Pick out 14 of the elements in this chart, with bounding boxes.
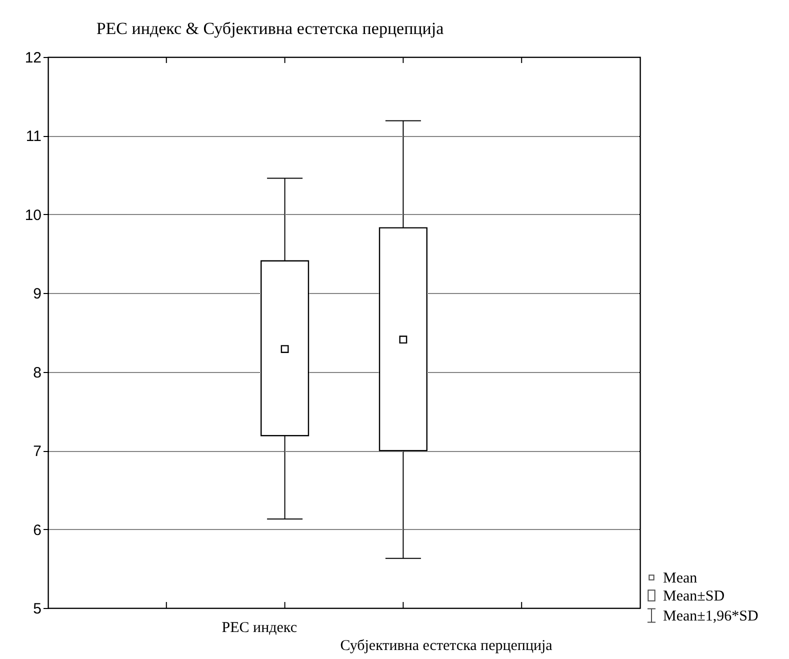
y-tick-label: 9: [33, 286, 42, 303]
y-tick-label: 11: [26, 128, 42, 146]
y-tick-label: 12: [24, 50, 42, 66]
y-tick-label: 6: [33, 522, 42, 539]
text: Mean: [663, 570, 698, 586]
text: Mean±1,96*SD: [663, 608, 758, 624]
y-tick-label: 10: [24, 206, 42, 224]
text: Mean±SD: [663, 588, 725, 604]
chart-title: РЕС индекс & Субјективна естетска перцепција: [96, 19, 444, 38]
y-tick-label: 8: [33, 364, 42, 382]
y-tick-label: 7: [33, 443, 42, 460]
x-tick-label: Субјективна естетска перцепција: [340, 638, 553, 654]
y-tick-label: 5: [33, 600, 42, 618]
x-tick-label: РЕС индекс: [222, 620, 298, 636]
